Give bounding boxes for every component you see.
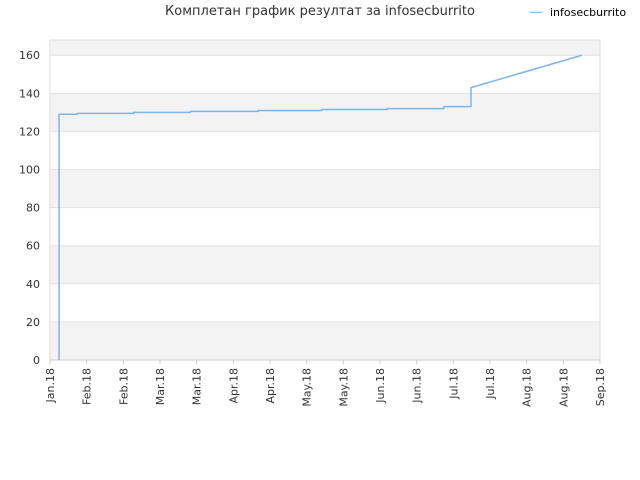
plot-band [50,93,600,132]
plot-band [50,169,600,208]
x-tick-label: Sep.18 [594,368,607,406]
x-tick-label: Aug.18 [557,368,570,407]
series-line-infosecburrito [58,54,583,360]
x-tick-label: Jun.18 [411,368,424,404]
x-tick-label: Feb.18 [81,368,94,405]
x-tick-label: Mar.18 [191,368,204,405]
x-tick-label: Apr.18 [264,368,277,404]
y-tick-label: 40 [26,278,40,291]
y-tick-label: 60 [26,240,40,253]
y-tick-label: 140 [19,87,40,100]
x-tick-label: May.18 [337,368,350,407]
x-tick-label: Jun.18 [374,368,387,404]
legend-label: infosecburrito [550,6,627,19]
x-tick-label: Mar.18 [154,368,167,405]
x-tick-label: Jan.18 [44,368,57,403]
x-tick-label: Jul.18 [484,368,497,400]
x-tick-label: May.18 [301,368,314,407]
y-tick-label: 80 [26,202,40,215]
chart-title: Комплетан график резултат за infosecburr… [165,4,475,19]
plot-band [50,245,600,284]
plot-band [50,321,600,360]
legend-swatch [530,12,542,13]
y-tick-label: 120 [19,125,40,138]
y-tick-label: 0 [33,354,40,367]
x-tick-label: Apr.18 [227,368,240,404]
y-tick-label: 20 [26,316,40,329]
x-tick-label: Aug.18 [521,368,534,407]
plot-band [50,40,600,56]
x-tick-label: Feb.18 [117,368,130,405]
y-tick-label: 160 [19,49,40,62]
x-tick-label: Jul.18 [447,368,460,400]
y-tick-label: 100 [19,164,40,177]
legend[interactable]: infosecburrito [530,6,626,19]
